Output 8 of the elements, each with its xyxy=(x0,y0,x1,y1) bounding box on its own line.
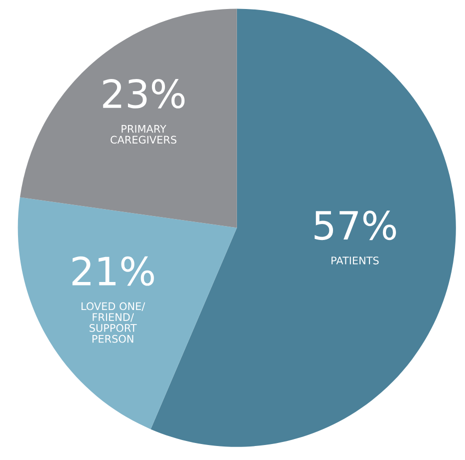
pie-slice xyxy=(20,8,237,228)
data-label: 57% xyxy=(314,210,396,240)
slice-label: LOVED ONE/ FRIEND/ SUPPORT PERSON xyxy=(82,302,146,343)
pie-slice xyxy=(18,197,237,430)
slice-label: PATIENTS xyxy=(332,256,379,264)
slice-label: PRIMARY CAREGIVERS xyxy=(110,125,176,144)
data-label: 21% xyxy=(72,256,154,286)
data-label: 23% xyxy=(103,79,185,108)
